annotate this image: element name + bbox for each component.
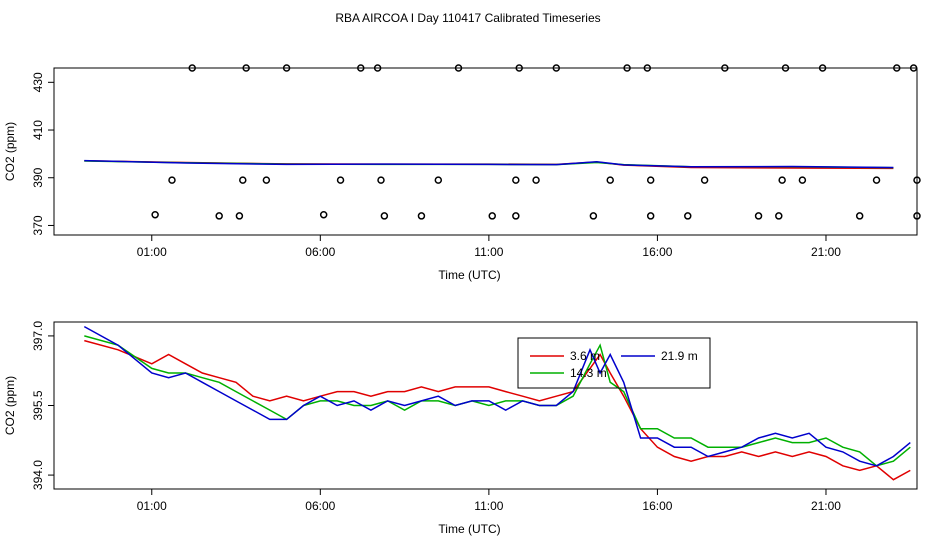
data-point: [357, 64, 365, 72]
y-tick-label: 397.0: [31, 321, 45, 351]
data-point: [168, 176, 176, 184]
data-point: [242, 64, 250, 72]
data-point: [512, 176, 520, 184]
data-point: [913, 176, 921, 184]
y-axis-label: CO2 (ppm): [3, 376, 17, 435]
x-tick-label: 01:00: [137, 245, 167, 259]
x-tick-label: 06:00: [305, 245, 335, 259]
data-point: [913, 212, 921, 220]
data-point: [434, 176, 443, 184]
data-point: [606, 176, 614, 184]
data-point: [646, 212, 655, 220]
data-point: [721, 64, 729, 72]
legend-box: [517, 337, 711, 389]
data-point: [488, 212, 496, 220]
data-point: [798, 176, 807, 184]
data-point: [515, 64, 523, 72]
y-tick-label: 370: [31, 215, 45, 235]
data-point: [532, 176, 540, 184]
legend: 3.6 m 21.9 m 14.3 m: [517, 337, 711, 389]
data-point: [377, 176, 385, 184]
data-point: [319, 210, 328, 219]
x-tick-label: 11:00: [474, 499, 503, 513]
series-line-green: [84, 335, 911, 467]
data-point: [646, 176, 655, 184]
data-point: [643, 64, 652, 72]
series-line-blue: [83, 325, 911, 467]
y-tick-label: 395.5: [31, 390, 45, 420]
data-point: [239, 176, 247, 184]
x-tick-label: 21:00: [811, 245, 841, 259]
data-point: [188, 64, 196, 72]
data-point: [454, 64, 463, 72]
legend-label: 21.9 m: [661, 349, 698, 363]
data-point: [373, 64, 382, 72]
series-group: [83, 325, 911, 481]
data-point: [893, 64, 901, 72]
x-tick-label: 06:00: [305, 499, 335, 513]
plot-frame: [53, 67, 918, 236]
x-tick-label: 21:00: [811, 499, 841, 513]
y-tick-label: 394.0: [31, 460, 45, 490]
x-tick-label: 01:00: [137, 499, 167, 513]
plot-overview: 01:00 06:00 11:00 16:00 21:00 Time (UTC) 370 39…: [3, 64, 921, 282]
y-tick-label: 410: [31, 120, 45, 140]
x-tick-label: 16:00: [642, 499, 672, 513]
data-point: [754, 212, 763, 220]
data-point: [700, 176, 709, 184]
data-point: [552, 64, 561, 72]
x-tick-label: 11:00: [474, 245, 503, 259]
x-tick-label: 16:00: [642, 245, 672, 259]
data-point: [909, 64, 918, 72]
data-point: [855, 212, 864, 220]
data-point: [872, 176, 881, 184]
y-axis-label: CO2 (ppm): [3, 122, 17, 181]
series-group: [84, 159, 894, 170]
data-point: [818, 64, 827, 72]
page-title: RBA AIRCOA I Day 110417 Calibrated Times…: [335, 11, 600, 25]
x-axis-label: Time (UTC): [438, 268, 500, 282]
data-point: [684, 212, 692, 220]
data-point: [215, 212, 223, 220]
plot-detail: 01:00 06:00 11:00 16:00 21:00 Time (UTC) 394.0…: [3, 321, 918, 536]
plot-frame: [53, 321, 918, 490]
legend-label: 3.6 m: [570, 349, 600, 363]
data-point: [282, 64, 291, 72]
data-point: [512, 212, 520, 220]
data-point: [380, 212, 389, 220]
data-point: [778, 176, 786, 184]
data-point: [262, 176, 271, 184]
data-point: [417, 212, 426, 220]
data-point: [775, 212, 783, 220]
data-point: [336, 176, 345, 184]
x-axis-label: Time (UTC): [438, 522, 500, 536]
data-point: [623, 64, 631, 72]
y-tick-label: 390: [31, 167, 45, 187]
data-point: [151, 210, 159, 219]
data-point: [781, 64, 790, 72]
y-tick-label: 430: [31, 72, 45, 92]
data-point: [235, 212, 244, 220]
legend-label: 14.3 m: [570, 366, 607, 380]
series-line-red: [84, 339, 911, 481]
data-point: [589, 212, 598, 220]
series-line-blue: [84, 159, 894, 169]
